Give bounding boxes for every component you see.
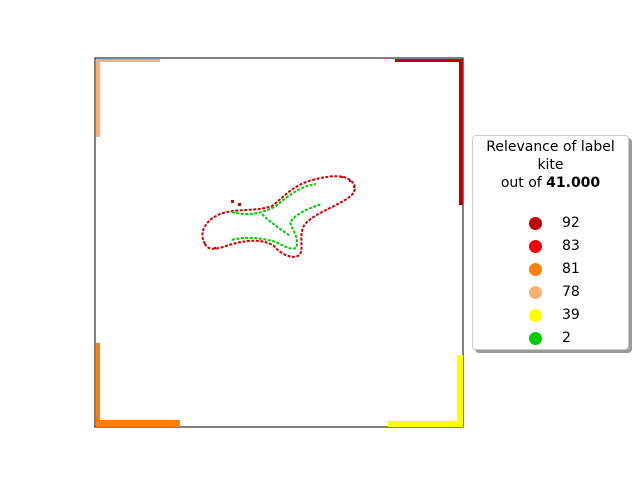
legend-marker xyxy=(529,308,542,322)
legend-marker xyxy=(529,262,542,276)
corner-top-right-trace xyxy=(395,59,463,205)
legend-marker xyxy=(529,216,542,230)
corner-bottom-right-trace xyxy=(388,355,463,427)
legend-entry: 92 xyxy=(529,213,580,233)
legend-entry: 39 xyxy=(529,305,580,325)
legend-title-prefix: out of xyxy=(500,175,547,191)
corner-bottom-left-trace xyxy=(96,343,180,427)
kite-inner-green xyxy=(231,183,323,250)
legend-marker xyxy=(529,239,542,253)
legend-label: 78 xyxy=(562,284,580,300)
legend-marker xyxy=(529,331,542,345)
legend: Relevance of label kite out of 41.000 92… xyxy=(472,135,629,350)
legend-label: 83 xyxy=(562,238,580,254)
kite-scatter-dots xyxy=(214,176,355,249)
legend-label: 81 xyxy=(562,261,580,277)
legend-entry: 83 xyxy=(529,236,580,256)
legend-entry: 2 xyxy=(529,328,571,348)
legend-entry: 81 xyxy=(529,259,580,279)
legend-title-line2: kite xyxy=(537,157,564,173)
legend-title-total: 41.000 xyxy=(546,175,601,191)
corner-top-left-trace xyxy=(96,59,160,137)
legend-title-line1: Relevance of label xyxy=(486,139,615,155)
legend-label: 2 xyxy=(562,330,571,346)
legend-entry: 78 xyxy=(529,282,580,302)
legend-title-line3: out of 41.000 xyxy=(473,175,628,192)
legend-label: 92 xyxy=(562,215,580,231)
kite-outline-red xyxy=(201,175,356,258)
legend-label: 39 xyxy=(562,307,580,323)
legend-marker xyxy=(529,285,542,299)
